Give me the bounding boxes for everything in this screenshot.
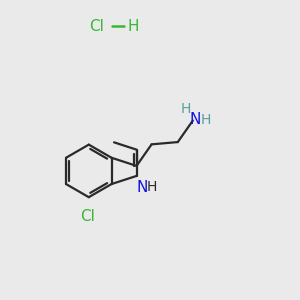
Text: H: H	[201, 113, 211, 127]
Text: Cl: Cl	[80, 209, 95, 224]
Text: H: H	[128, 19, 139, 34]
Text: N: N	[190, 112, 201, 128]
Text: H: H	[180, 102, 190, 116]
Text: H: H	[147, 180, 157, 194]
Text: N: N	[136, 180, 148, 195]
Text: Cl: Cl	[89, 19, 104, 34]
